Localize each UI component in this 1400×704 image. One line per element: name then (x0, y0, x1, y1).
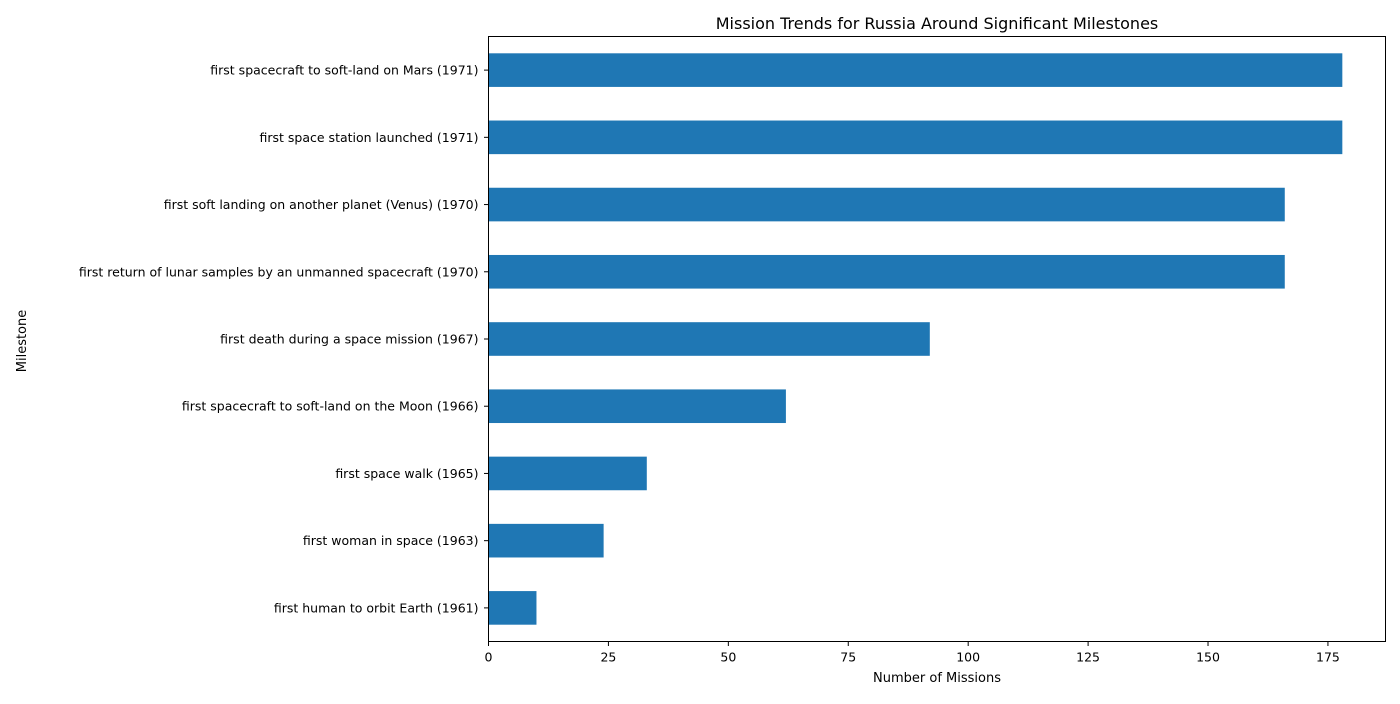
y-tick-label: first soft landing on another planet (Ve… (164, 197, 479, 212)
chart-title: Mission Trends for Russia Around Signifi… (716, 14, 1159, 33)
bar (488, 523, 604, 558)
y-tick-label: first space station launched (1971) (260, 130, 479, 145)
y-tick-label: first death during a space mission (1967… (220, 332, 478, 347)
y-tick-label: first return of lunar samples by an unma… (79, 264, 479, 279)
bar (488, 591, 537, 625)
y-tick-label: first woman in space (1963) (303, 533, 479, 548)
bar (488, 254, 1285, 289)
bar (488, 120, 1343, 155)
y-tick-label: first human to orbit Earth (1961) (274, 600, 479, 615)
bar (488, 53, 1343, 87)
x-tick-label: 100 (956, 650, 980, 665)
y-axis-label: Milestone (15, 310, 30, 373)
y-tick-label: first spacecraft to soft-land on Mars (1… (210, 63, 478, 78)
x-tick-label: 75 (840, 650, 856, 665)
bar (488, 456, 647, 491)
x-tick-label: 175 (1316, 650, 1340, 665)
bars-group (488, 53, 1343, 625)
x-axis-label: Number of Missions (873, 671, 1001, 686)
x-tick-label: 150 (1196, 650, 1220, 665)
bar (488, 389, 786, 424)
y-ticks-group: first human to orbit Earth (1961) first w… (79, 63, 489, 615)
x-ticks-group: 0 25 50 75 100 125 150 175 (485, 641, 1340, 665)
bar (488, 322, 930, 356)
y-tick-label: first space walk (1965) (335, 466, 478, 481)
x-tick-label: 125 (1076, 650, 1100, 665)
plot-frame (488, 36, 1386, 642)
x-tick-label: 50 (720, 650, 736, 665)
bar (488, 187, 1285, 222)
y-tick-label: first spacecraft to soft-land on the Moo… (182, 399, 479, 414)
x-tick-label: 25 (600, 650, 616, 665)
x-tick-label: 0 (485, 650, 493, 665)
